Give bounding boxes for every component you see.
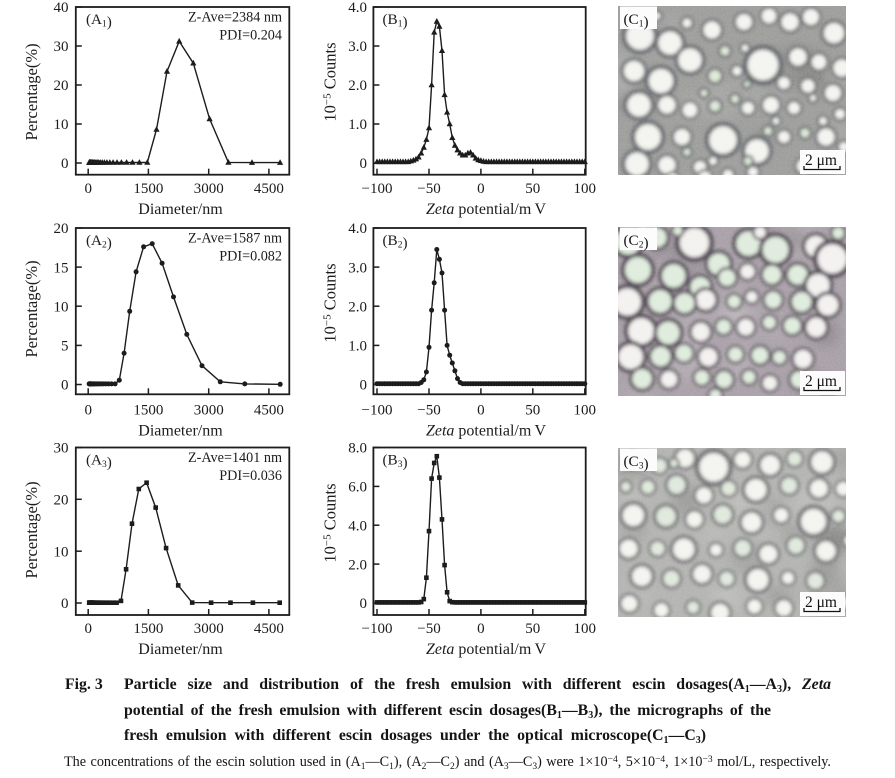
svg-text:15: 15 [54, 260, 69, 276]
svg-text:0: 0 [61, 156, 69, 172]
svg-text:Diameter/nm: Diameter/nm [138, 201, 223, 218]
svg-text:2.0: 2.0 [348, 78, 367, 94]
svg-text:−100: −100 [362, 403, 393, 419]
svg-text:4500: 4500 [254, 403, 284, 419]
svg-text:10−5 Counts: 10−5 Counts [321, 42, 340, 121]
svg-text:0: 0 [84, 403, 92, 419]
svg-text:0: 0 [61, 596, 69, 612]
svg-text:3000: 3000 [194, 403, 224, 419]
svg-text:−50: −50 [417, 403, 440, 419]
svg-text:Zeta potential/m V: Zeta potential/m V [426, 201, 547, 218]
svg-text:10: 10 [54, 544, 69, 560]
svg-text:1.0: 1.0 [348, 117, 367, 133]
svg-text:Percentage(%): Percentage(%) [22, 481, 41, 578]
svg-text:50: 50 [525, 403, 540, 419]
svg-text:4500: 4500 [254, 181, 284, 197]
svg-text:(C2): (C2) [624, 232, 649, 252]
svg-text:0: 0 [84, 181, 92, 197]
svg-text:20: 20 [54, 221, 69, 237]
svg-text:4.0: 4.0 [348, 221, 367, 237]
svg-text:Zeta potential/m V: Zeta potential/m V [426, 423, 547, 440]
svg-text:2 μm: 2 μm [805, 373, 837, 390]
svg-text:30: 30 [54, 441, 69, 457]
svg-text:PDI=0.204: PDI=0.204 [219, 28, 282, 44]
svg-text:Percentage(%): Percentage(%) [22, 260, 41, 357]
svg-text:1500: 1500 [133, 403, 163, 419]
svg-text:Z-Ave=1401 nm: Z-Ave=1401 nm [188, 450, 282, 466]
svg-text:4.0: 4.0 [348, 519, 367, 535]
svg-text:Percentage(%): Percentage(%) [22, 43, 41, 140]
svg-text:(A1): (A1) [86, 11, 112, 31]
svg-text:1500: 1500 [133, 621, 163, 637]
svg-text:10: 10 [54, 299, 69, 315]
svg-text:(B3): (B3) [383, 452, 408, 472]
svg-text:20: 20 [54, 78, 69, 94]
svg-text:(C1): (C1) [624, 11, 649, 31]
svg-text:Zeta potential/m V: Zeta potential/m V [426, 641, 547, 658]
svg-text:20: 20 [54, 493, 69, 509]
svg-text:8.0: 8.0 [348, 441, 367, 457]
svg-text:(B1): (B1) [383, 11, 408, 31]
svg-text:0: 0 [477, 621, 485, 637]
svg-text:Diameter/nm: Diameter/nm [138, 423, 223, 440]
svg-text:1.0: 1.0 [348, 339, 367, 355]
svg-text:Z-Ave=2384 nm: Z-Ave=2384 nm [188, 10, 282, 26]
svg-text:−100: −100 [362, 181, 393, 197]
svg-text:3.0: 3.0 [348, 39, 367, 55]
svg-text:2.0: 2.0 [348, 299, 367, 315]
svg-text:100: 100 [574, 621, 597, 637]
svg-text:4500: 4500 [254, 621, 284, 637]
svg-text:Diameter/nm: Diameter/nm [138, 641, 223, 658]
svg-text:3000: 3000 [194, 181, 224, 197]
svg-text:10−5 Counts: 10−5 Counts [321, 263, 340, 342]
svg-text:3.0: 3.0 [348, 260, 367, 276]
svg-text:1500: 1500 [133, 181, 163, 197]
svg-text:10: 10 [54, 117, 69, 133]
svg-text:4.0: 4.0 [348, 0, 367, 16]
svg-text:2 μm: 2 μm [805, 594, 837, 611]
svg-text:30: 30 [54, 39, 69, 55]
svg-text:(B2): (B2) [383, 232, 408, 252]
svg-text:0: 0 [477, 403, 485, 419]
svg-text:PDI=0.082: PDI=0.082 [219, 249, 282, 265]
svg-text:50: 50 [525, 621, 540, 637]
svg-text:0: 0 [61, 378, 69, 394]
svg-text:5: 5 [61, 339, 69, 355]
svg-text:0: 0 [477, 181, 485, 197]
svg-text:0: 0 [360, 378, 368, 394]
svg-text:Z-Ave=1587 nm: Z-Ave=1587 nm [188, 231, 282, 247]
svg-text:50: 50 [525, 181, 540, 197]
svg-text:−50: −50 [417, 181, 440, 197]
svg-text:10−5 Counts: 10−5 Counts [321, 483, 340, 562]
svg-text:(A3): (A3) [86, 452, 112, 472]
svg-text:PDI=0.036: PDI=0.036 [219, 468, 282, 484]
svg-text:(C3): (C3) [624, 453, 649, 473]
svg-text:100: 100 [574, 181, 597, 197]
svg-text:6.0: 6.0 [348, 480, 367, 496]
svg-text:40: 40 [54, 0, 69, 16]
svg-text:0: 0 [84, 621, 92, 637]
svg-text:−100: −100 [362, 621, 393, 637]
svg-text:(A2): (A2) [86, 232, 112, 252]
svg-text:2.0: 2.0 [348, 557, 367, 573]
svg-text:0: 0 [360, 596, 368, 612]
svg-text:−50: −50 [417, 621, 440, 637]
svg-text:100: 100 [574, 403, 597, 419]
svg-text:2 μm: 2 μm [805, 152, 837, 169]
svg-text:3000: 3000 [194, 621, 224, 637]
svg-text:0: 0 [360, 156, 368, 172]
